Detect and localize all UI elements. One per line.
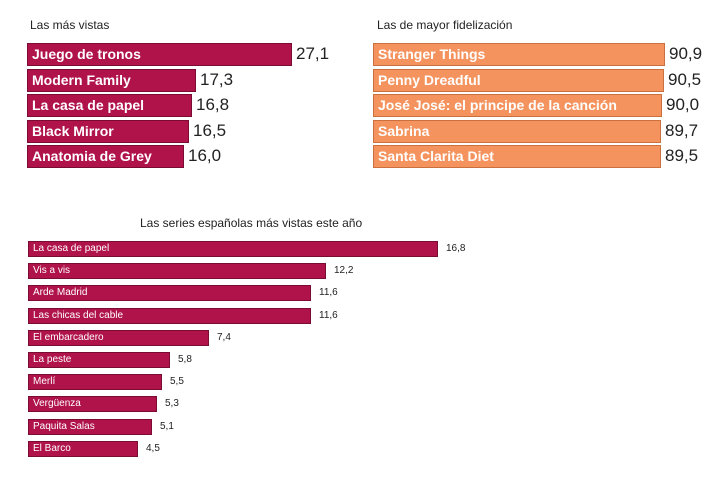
value-label-series-espanolas-6: 5,5 bbox=[170, 376, 184, 387]
bar-series-espanolas-7: Vergüenza bbox=[28, 396, 157, 412]
bar-fidelizacion-3: Sabrina bbox=[373, 120, 661, 143]
bar-label-series-espanolas-7: Vergüenza bbox=[33, 398, 81, 409]
bar-label-fidelizacion-2: José José: el principe de la canción bbox=[378, 97, 617, 113]
value-label-series-espanolas-3: 11,6 bbox=[319, 310, 338, 321]
bar-label-series-espanolas-1: Vis a vis bbox=[33, 265, 71, 276]
bar-label-mas-vistas-4: Anatomia de Grey bbox=[32, 148, 152, 164]
value-label-mas-vistas-1: 17,3 bbox=[200, 70, 234, 89]
bar-mas-vistas-0: Juego de tronos bbox=[27, 43, 292, 66]
bar-series-espanolas-3: Las chicas del cable bbox=[28, 308, 311, 324]
bar-series-espanolas-2: Arde Madrid bbox=[28, 285, 311, 301]
value-label-fidelizacion-1: 90,5 bbox=[668, 70, 702, 89]
value-label-fidelizacion-4: 89,5 bbox=[665, 146, 699, 165]
bar-series-espanolas-1: Vis a vis bbox=[28, 263, 326, 279]
value-label-series-espanolas-9: 4,5 bbox=[146, 443, 160, 454]
value-label-series-espanolas-4: 7,4 bbox=[217, 332, 231, 343]
value-label-mas-vistas-3: 16,5 bbox=[193, 121, 227, 140]
bar-series-espanolas-4: El embarcadero bbox=[28, 330, 209, 346]
value-label-mas-vistas-2: 16,8 bbox=[196, 95, 230, 114]
bar-mas-vistas-1: Modern Family bbox=[27, 69, 196, 92]
value-label-series-espanolas-1: 12,2 bbox=[334, 265, 354, 276]
bar-label-fidelizacion-0: Stranger Things bbox=[378, 46, 486, 62]
value-label-mas-vistas-4: 16,0 bbox=[188, 146, 222, 165]
bar-series-espanolas-9: El Barco bbox=[28, 441, 138, 457]
bar-label-mas-vistas-2: La casa de papel bbox=[32, 97, 145, 113]
bar-mas-vistas-3: Black Mirror bbox=[27, 120, 189, 143]
bar-label-series-espanolas-0: La casa de papel bbox=[33, 243, 110, 254]
value-label-mas-vistas-0: 27,1 bbox=[296, 44, 330, 63]
bar-series-espanolas-6: Merlí bbox=[28, 374, 162, 390]
bar-label-fidelizacion-4: Santa Clarita Diet bbox=[378, 148, 494, 164]
chart-title-fidelizacion: Las de mayor fidelización bbox=[377, 18, 513, 32]
bar-fidelizacion-4: Santa Clarita Diet bbox=[373, 145, 661, 168]
chart-title-mas-vistas: Las más vistas bbox=[30, 18, 110, 32]
bar-label-series-espanolas-2: Arde Madrid bbox=[33, 287, 88, 298]
bar-mas-vistas-4: Anatomia de Grey bbox=[27, 145, 184, 168]
bar-label-series-espanolas-6: Merlí bbox=[33, 376, 56, 387]
bar-label-series-espanolas-4: El embarcadero bbox=[33, 332, 104, 343]
bar-label-mas-vistas-3: Black Mirror bbox=[32, 123, 114, 139]
value-label-fidelizacion-0: 90,9 bbox=[669, 44, 703, 63]
bar-label-series-espanolas-8: Paquita Salas bbox=[33, 421, 95, 432]
bar-series-espanolas-0: La casa de papel bbox=[28, 241, 438, 257]
bar-label-fidelizacion-3: Sabrina bbox=[378, 123, 430, 139]
bar-series-espanolas-8: Paquita Salas bbox=[28, 419, 152, 435]
bar-mas-vistas-2: La casa de papel bbox=[27, 94, 192, 117]
bar-label-series-espanolas-3: Las chicas del cable bbox=[33, 310, 124, 321]
bar-label-mas-vistas-1: Modern Family bbox=[32, 72, 131, 88]
bar-label-fidelizacion-1: Penny Dreadful bbox=[378, 72, 481, 88]
value-label-series-espanolas-7: 5,3 bbox=[165, 398, 179, 409]
bar-label-mas-vistas-0: Juego de tronos bbox=[32, 46, 141, 62]
value-label-series-espanolas-8: 5,1 bbox=[160, 421, 174, 432]
value-label-series-espanolas-2: 11,6 bbox=[319, 287, 338, 298]
chart-title-series-espanolas: Las series españolas más vistas este año bbox=[140, 216, 363, 230]
bar-label-series-espanolas-5: La peste bbox=[33, 354, 72, 365]
value-label-series-espanolas-5: 5,8 bbox=[178, 354, 192, 365]
value-label-series-espanolas-0: 16,8 bbox=[446, 243, 466, 254]
value-label-fidelizacion-3: 89,7 bbox=[665, 121, 699, 140]
bar-fidelizacion-2: José José: el principe de la canción bbox=[373, 94, 662, 117]
bar-label-series-espanolas-9: El Barco bbox=[33, 443, 71, 454]
bar-fidelizacion-0: Stranger Things bbox=[373, 43, 665, 66]
value-label-fidelizacion-2: 90,0 bbox=[666, 95, 700, 114]
bar-fidelizacion-1: Penny Dreadful bbox=[373, 69, 664, 92]
bar-series-espanolas-5: La peste bbox=[28, 352, 170, 368]
